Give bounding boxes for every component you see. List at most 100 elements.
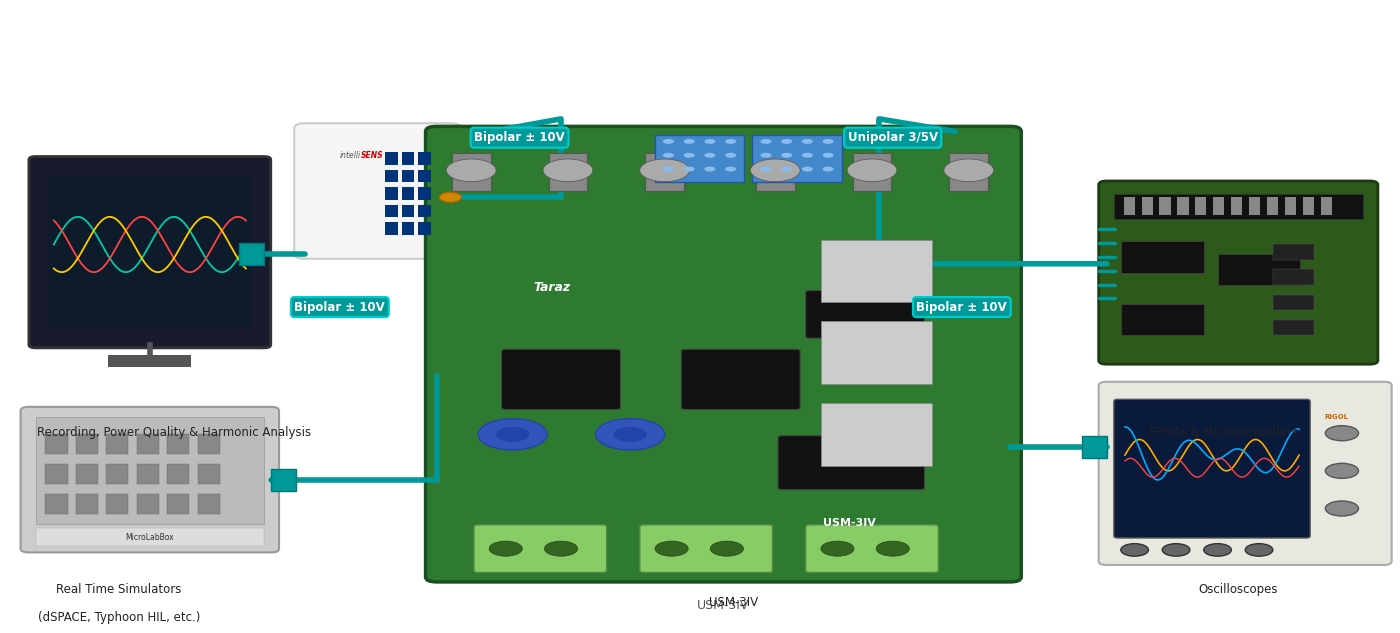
Bar — [1159, 197, 1170, 215]
Bar — [1124, 197, 1134, 215]
Circle shape — [781, 166, 792, 172]
FancyBboxPatch shape — [501, 349, 620, 410]
Bar — [756, 153, 795, 191]
Circle shape — [683, 139, 694, 144]
Circle shape — [725, 153, 736, 158]
Bar — [419, 170, 431, 182]
Text: USM-3IV: USM-3IV — [710, 596, 759, 609]
Bar — [752, 135, 841, 182]
Bar — [1267, 197, 1278, 215]
Bar — [76, 434, 98, 454]
Circle shape — [1121, 544, 1148, 556]
Circle shape — [704, 139, 715, 144]
Text: MicroLabBox: MicroLabBox — [126, 533, 174, 542]
Circle shape — [543, 159, 592, 182]
Circle shape — [1245, 544, 1273, 556]
Bar — [820, 403, 931, 465]
FancyBboxPatch shape — [21, 407, 279, 553]
FancyBboxPatch shape — [1099, 181, 1378, 364]
Circle shape — [725, 166, 736, 172]
Text: intelli: intelli — [339, 151, 360, 160]
Bar — [45, 434, 67, 454]
Bar — [1322, 197, 1333, 215]
FancyBboxPatch shape — [29, 156, 270, 348]
Bar — [452, 153, 490, 191]
Bar — [106, 464, 129, 484]
Bar — [167, 434, 189, 454]
Bar — [167, 494, 189, 514]
Bar — [385, 187, 398, 200]
Bar — [1273, 270, 1315, 285]
Circle shape — [1204, 544, 1232, 556]
Bar — [108, 355, 192, 367]
Bar — [820, 240, 931, 303]
Bar — [385, 205, 398, 217]
Circle shape — [683, 153, 694, 158]
Circle shape — [489, 541, 522, 556]
Circle shape — [1326, 425, 1358, 441]
Bar — [402, 152, 414, 165]
Circle shape — [876, 541, 910, 556]
Circle shape — [477, 418, 547, 450]
Bar — [1121, 304, 1204, 335]
Bar — [419, 222, 431, 235]
Bar — [106, 434, 129, 454]
Circle shape — [823, 166, 833, 172]
Circle shape — [760, 166, 771, 172]
FancyBboxPatch shape — [682, 349, 801, 410]
Bar — [402, 205, 414, 217]
Bar — [1177, 197, 1189, 215]
Text: Oscilloscopes: Oscilloscopes — [1198, 583, 1278, 596]
Bar — [1273, 244, 1315, 260]
Bar — [197, 494, 220, 514]
Bar — [1303, 197, 1315, 215]
Bar — [1214, 197, 1225, 215]
Bar — [1196, 197, 1207, 215]
Circle shape — [1326, 463, 1358, 479]
Bar — [137, 494, 158, 514]
FancyBboxPatch shape — [1114, 399, 1310, 538]
Text: Taraz: Taraz — [533, 281, 570, 294]
Circle shape — [447, 159, 496, 182]
Bar — [36, 417, 263, 523]
Circle shape — [725, 139, 736, 144]
Bar — [1273, 320, 1315, 335]
Circle shape — [640, 159, 690, 182]
Circle shape — [750, 159, 801, 182]
Bar — [402, 187, 414, 200]
Bar — [820, 321, 931, 384]
Circle shape — [704, 153, 715, 158]
Circle shape — [944, 159, 994, 182]
Text: Unipolar 3/5V: Unipolar 3/5V — [847, 131, 938, 144]
Bar — [385, 152, 398, 165]
FancyBboxPatch shape — [778, 436, 924, 490]
Circle shape — [710, 541, 743, 556]
Bar — [167, 464, 189, 484]
Bar — [106, 494, 129, 514]
FancyBboxPatch shape — [805, 525, 938, 572]
Circle shape — [823, 139, 833, 144]
Bar — [45, 464, 67, 484]
Circle shape — [820, 541, 854, 556]
Bar — [853, 153, 892, 191]
Circle shape — [823, 153, 833, 158]
FancyBboxPatch shape — [805, 291, 924, 338]
Text: Bipolar ± 10V: Bipolar ± 10V — [917, 301, 1007, 313]
Bar — [402, 222, 414, 235]
Text: Real Time Simulators: Real Time Simulators — [56, 583, 182, 596]
Bar — [46, 175, 253, 329]
Bar — [1114, 194, 1362, 219]
FancyBboxPatch shape — [294, 123, 462, 259]
Circle shape — [595, 418, 665, 450]
Circle shape — [781, 139, 792, 144]
Circle shape — [1162, 544, 1190, 556]
Bar — [419, 187, 431, 200]
Circle shape — [802, 139, 813, 144]
Bar — [385, 170, 398, 182]
Text: RIGOL: RIGOL — [1324, 414, 1348, 420]
Text: Recording, Power Quality & Harmonic Analysis: Recording, Power Quality & Harmonic Anal… — [36, 426, 311, 439]
Bar — [1273, 294, 1315, 310]
Bar — [197, 464, 220, 484]
Circle shape — [802, 153, 813, 158]
Bar — [419, 152, 431, 165]
